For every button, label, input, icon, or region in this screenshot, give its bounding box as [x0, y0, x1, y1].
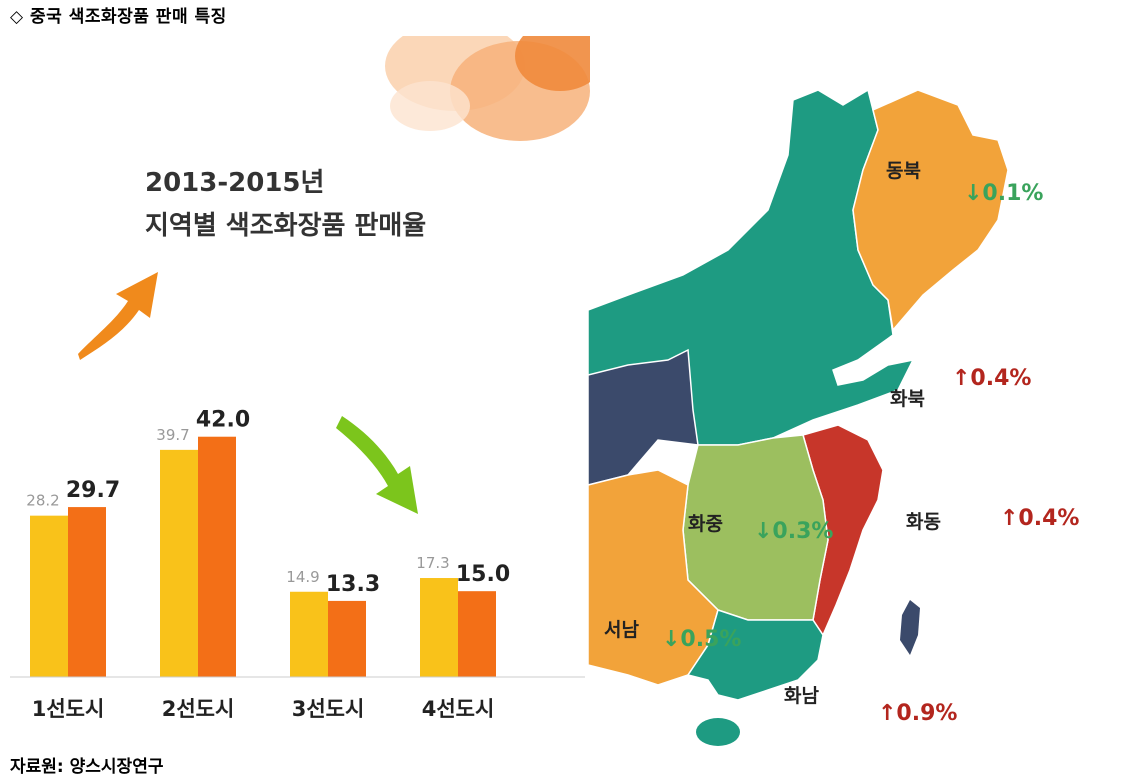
down-arrow-icon [336, 416, 418, 514]
value-label-3선도시-series2: 13.3 [326, 572, 380, 597]
region-label-southwest: 서남 [604, 619, 639, 641]
region-northeast-shape [852, 89, 1009, 332]
value-label-1선도시-series1: 28.2 [26, 492, 59, 510]
bar-2선도시-series2 [198, 436, 236, 677]
value-label-4선도시-series1: 17.3 [416, 554, 449, 572]
region-label-central: 화중 [688, 513, 723, 535]
change-label-east: ↑0.4% [1000, 506, 1079, 531]
category-labels: 1선도시 2선도시 3선도시 4선도시 [32, 697, 495, 721]
bar-3선도시-series2 [328, 600, 366, 677]
bar-2선도시-series1 [160, 449, 198, 677]
region-south-shape [686, 609, 824, 701]
change-label-northeast: ↓0.1% [964, 181, 1043, 206]
bar-4선도시-series1 [420, 578, 458, 677]
map-svg: 동북 ↓0.1% 화북 ↑0.4% 화동 ↑0.4% 화중 ↓0.3% 서남 ↓… [588, 88, 1079, 746]
bar-1선도시-series1 [30, 515, 68, 677]
value-label-4선도시-series2: 15.0 [456, 562, 510, 587]
hainan-island [696, 718, 740, 746]
chart-title-line1: 2013-2015년 [145, 168, 324, 198]
china-region-map: 동북 ↓0.1% 화북 ↑0.4% 화동 ↑0.4% 화중 ↓0.3% 서남 ↓… [588, 60, 1122, 750]
category-label-3선도시: 3선도시 [292, 697, 365, 721]
value-label-2선도시-series2: 42.0 [196, 408, 250, 433]
change-label-southwest: ↓0.5% [662, 627, 741, 652]
bars-layer [30, 436, 496, 677]
region-label-south: 화남 [784, 685, 819, 707]
category-label-2선도시: 2선도시 [162, 697, 235, 721]
bar-chart-panel: 2013-2015년 지역별 색조화장품 판매율 28.2 29.7 39.7 42.… [0, 36, 590, 736]
change-label-north: ↑0.4% [952, 366, 1031, 391]
source-note: 자료원: 양스시장연구 [10, 757, 164, 777]
chart-title-line2: 지역별 색조화장품 판매율 [145, 211, 426, 241]
region-label-north: 화북 [890, 388, 925, 410]
bar-1선도시-series2 [68, 507, 106, 677]
category-label-4선도시: 4선도시 [422, 697, 495, 721]
decorative-petals [385, 36, 590, 141]
labels-layer: 28.2 29.7 39.7 42.0 14.9 13.3 17.3 15.0 [26, 408, 510, 597]
value-label-3선도시-series1: 14.9 [286, 568, 319, 586]
change-label-central: ↓0.3% [754, 519, 833, 544]
bar-4선도시-series2 [458, 591, 496, 677]
value-label-1선도시-series2: 29.7 [66, 478, 120, 503]
region-northwest-shape [588, 348, 699, 486]
map-labels: 동북 ↓0.1% 화북 ↑0.4% 화동 ↑0.4% 화중 ↓0.3% 서남 ↓… [604, 160, 1079, 726]
taiwan-island [900, 600, 920, 655]
value-label-2선도시-series1: 39.7 [156, 426, 189, 444]
region-label-northeast: 동북 [886, 160, 921, 182]
page-title: ◇ 중국 색조화장품 판매 특징 [10, 7, 227, 27]
bar-chart: 2013-2015년 지역별 색조화장품 판매율 28.2 29.7 39.7 42.… [10, 36, 590, 721]
region-label-east: 화동 [906, 511, 941, 533]
category-label-1선도시: 1선도시 [32, 697, 105, 721]
up-arrow-icon [78, 272, 158, 360]
change-label-south: ↑0.9% [878, 701, 957, 726]
bar-3선도시-series1 [290, 591, 328, 677]
